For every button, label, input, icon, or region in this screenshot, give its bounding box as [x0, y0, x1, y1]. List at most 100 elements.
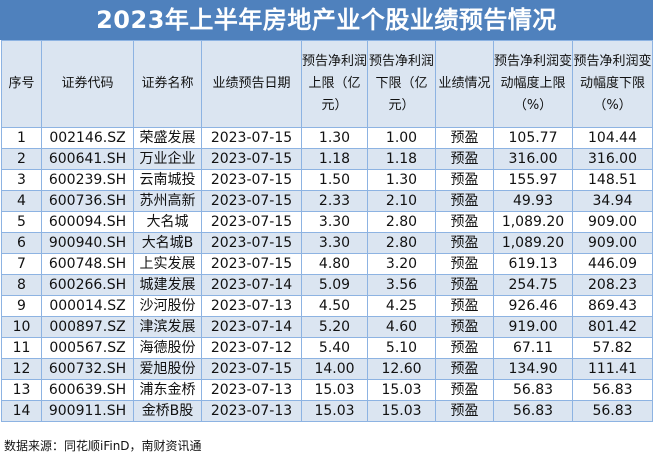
cell-date: 2023-07-14	[201, 274, 302, 296]
cell-name: 海德股份	[133, 337, 202, 359]
cell-code: 600094.SH	[41, 211, 134, 233]
cell-profit-upper: 4.50	[301, 295, 368, 317]
cell-code: 002146.SZ	[41, 127, 134, 149]
cell-profit-lower: 2.80	[367, 211, 436, 233]
cell-date: 2023-07-15	[201, 211, 302, 233]
cell-profit-upper: 3.30	[301, 211, 368, 233]
cell-change-lower: 316.00	[572, 148, 653, 170]
cell-profit-upper: 1.50	[301, 169, 368, 191]
header-change-upper: 预告净利润变动幅度上限（%）	[493, 40, 573, 128]
table-row: 6 900940.SH 大名城B 2023-07-15 3.30 2.80 预盈 1,089.…	[1, 232, 653, 254]
cell-status: 预盈	[435, 127, 494, 149]
cell-name: 爱旭股份	[133, 358, 202, 380]
cell-change-lower: 104.44	[572, 127, 653, 149]
cell-profit-upper: 5.40	[301, 337, 368, 359]
cell-change-lower: 56.83	[572, 379, 653, 401]
cell-seq: 2	[1, 148, 42, 170]
header-name: 证券名称	[133, 40, 202, 128]
cell-date: 2023-07-15	[201, 358, 302, 380]
cell-seq: 3	[1, 169, 42, 191]
cell-code: 600639.SH	[41, 379, 134, 401]
cell-change-upper: 134.90	[493, 358, 573, 380]
cell-change-upper: 155.97	[493, 169, 573, 191]
data-source-note: 数据来源：同花顺iFinD，南财资讯通	[4, 439, 202, 453]
cell-name: 大名城	[133, 211, 202, 233]
header-change-lower: 预告净利润变动幅度下限（%）	[572, 40, 653, 128]
cell-code: 600266.SH	[41, 274, 134, 296]
cell-date: 2023-07-13	[201, 379, 302, 401]
cell-status: 预盈	[435, 232, 494, 254]
cell-status: 预盈	[435, 253, 494, 275]
cell-seq: 14	[1, 400, 42, 422]
cell-profit-lower: 12.60	[367, 358, 436, 380]
cell-profit-upper: 1.30	[301, 127, 368, 149]
cell-date: 2023-07-13	[201, 295, 302, 317]
cell-status: 预盈	[435, 169, 494, 191]
header-profit-upper: 预告净利润上限（亿元）	[301, 40, 368, 128]
cell-seq: 4	[1, 190, 42, 212]
cell-name: 浦东金桥	[133, 379, 202, 401]
cell-change-upper: 919.00	[493, 316, 573, 338]
header-seq: 序号	[1, 40, 42, 128]
cell-date: 2023-07-14	[201, 316, 302, 338]
cell-status: 预盈	[435, 190, 494, 212]
cell-change-lower: 909.00	[572, 211, 653, 233]
cell-seq: 10	[1, 316, 42, 338]
cell-change-upper: 105.77	[493, 127, 573, 149]
table-row: 3 600239.SH 云南城投 2023-07-15 1.50 1.30 预盈 155.97…	[1, 169, 653, 191]
cell-status: 预盈	[435, 337, 494, 359]
header-code: 证券代码	[41, 40, 134, 128]
cell-status: 预盈	[435, 274, 494, 296]
cell-change-lower: 869.43	[572, 295, 653, 317]
cell-code: 600736.SH	[41, 190, 134, 212]
cell-date: 2023-07-15	[201, 127, 302, 149]
cell-seq: 11	[1, 337, 42, 359]
cell-name: 大名城B	[133, 232, 202, 254]
table-row: 10 000897.SZ 津滨发展 2023-07-14 5.20 4.60 预盈 919.0…	[1, 316, 653, 338]
header-row: 序号 证券代码 证券名称 业绩预告日期 预告净利润上限（亿元） 预告净利润下限（…	[1, 40, 653, 128]
table-row: 13 600639.SH 浦东金桥 2023-07-13 15.03 15.03 预盈 56.…	[1, 379, 653, 401]
cell-profit-lower: 2.80	[367, 232, 436, 254]
cell-seq: 9	[1, 295, 42, 317]
cell-profit-lower: 2.10	[367, 190, 436, 212]
cell-code: 000897.SZ	[41, 316, 134, 338]
cell-profit-lower: 4.25	[367, 295, 436, 317]
cell-date: 2023-07-15	[201, 190, 302, 212]
cell-profit-lower: 1.18	[367, 148, 436, 170]
cell-date: 2023-07-12	[201, 337, 302, 359]
cell-change-lower: 111.41	[572, 358, 653, 380]
cell-seq: 8	[1, 274, 42, 296]
cell-name: 上实发展	[133, 253, 202, 275]
cell-change-upper: 67.11	[493, 337, 573, 359]
cell-change-lower: 148.51	[572, 169, 653, 191]
cell-status: 预盈	[435, 295, 494, 317]
cell-seq: 12	[1, 358, 42, 380]
cell-profit-upper: 5.09	[301, 274, 368, 296]
cell-profit-upper: 15.03	[301, 379, 368, 401]
cell-date: 2023-07-15	[201, 253, 302, 275]
cell-change-lower: 208.23	[572, 274, 653, 296]
header-status: 业绩情况	[435, 40, 494, 128]
cell-profit-lower: 3.56	[367, 274, 436, 296]
cell-name: 苏州高新	[133, 190, 202, 212]
cell-profit-upper: 3.30	[301, 232, 368, 254]
cell-change-upper: 254.75	[493, 274, 573, 296]
cell-status: 预盈	[435, 400, 494, 422]
cell-change-lower: 446.09	[572, 253, 653, 275]
table-row: 5 600094.SH 大名城 2023-07-15 3.30 2.80 预盈 1,089.2…	[1, 211, 653, 233]
cell-name: 荣盛发展	[133, 127, 202, 149]
table-row: 2 600641.SH 万业企业 2023-07-15 1.18 1.18 预盈 316.00…	[1, 148, 653, 170]
header-profit-lower: 预告净利润下限（亿元）	[367, 40, 436, 128]
cell-code: 600641.SH	[41, 148, 134, 170]
cell-status: 预盈	[435, 211, 494, 233]
table-row: 14 900911.SH 金桥B股 2023-07-13 15.03 15.03 预盈 56.…	[1, 400, 653, 422]
cell-profit-upper: 14.00	[301, 358, 368, 380]
cell-change-upper: 316.00	[493, 148, 573, 170]
cell-date: 2023-07-15	[201, 148, 302, 170]
cell-change-lower: 801.42	[572, 316, 653, 338]
table-row: 8 600266.SH 城建发展 2023-07-14 5.09 3.56 预盈 254.75…	[1, 274, 653, 296]
cell-code: 900911.SH	[41, 400, 134, 422]
cell-date: 2023-07-15	[201, 169, 302, 191]
table-row: 9 000014.SZ 沙河股份 2023-07-13 4.50 4.25 预盈 926.46…	[1, 295, 653, 317]
table-row: 4 600736.SH 苏州高新 2023-07-15 2.33 2.10 预盈 49.93 3…	[1, 190, 653, 212]
